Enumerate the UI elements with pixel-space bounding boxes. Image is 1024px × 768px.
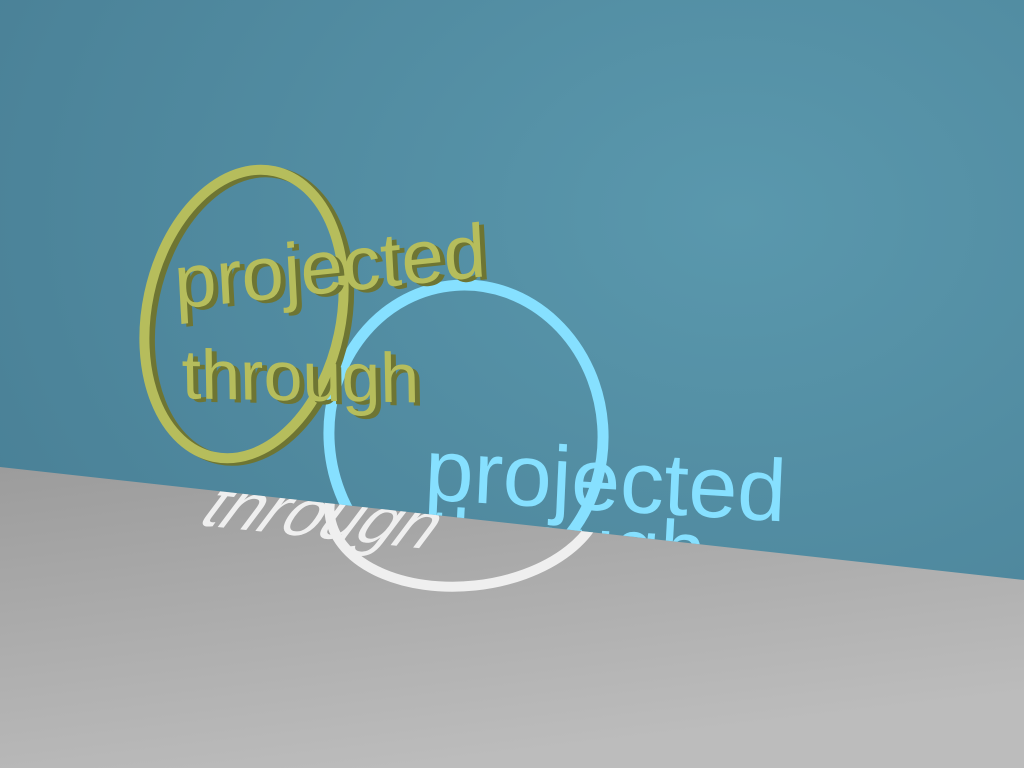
object-ring	[139, 164, 349, 464]
projected-text-line1: projected	[423, 419, 789, 540]
object-text-line2: through	[181, 335, 420, 417]
projected-ring	[323, 279, 609, 580]
object-text-line2-extrusion: through	[186, 339, 425, 421]
floor	[0, 467, 1024, 768]
